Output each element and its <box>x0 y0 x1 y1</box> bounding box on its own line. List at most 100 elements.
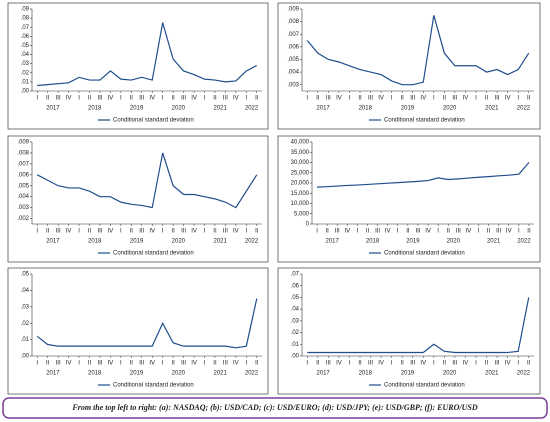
x-tick-label: IV <box>463 96 469 102</box>
y-tick-label: .05 <box>21 272 30 278</box>
x-tick-label: II <box>88 96 92 102</box>
x-tick-label: IV <box>108 361 114 367</box>
year-label: 2020 <box>443 371 457 377</box>
x-tick-label: IV <box>466 229 472 235</box>
x-tick-label: III <box>97 96 102 102</box>
y-tick-label: 0 <box>306 222 310 228</box>
x-tick-label: I <box>78 229 80 235</box>
x-tick-label: III <box>139 229 144 235</box>
x-tick-label: III <box>139 361 144 367</box>
x-tick-label: II <box>325 229 329 235</box>
x-tick-label: II <box>316 361 320 367</box>
x-tick-label: III <box>495 361 500 367</box>
x-tick-label: I <box>316 229 318 235</box>
year-label: 2017 <box>46 239 60 245</box>
x-tick-label: II <box>46 96 50 102</box>
year-label: 2019 <box>401 106 415 112</box>
x-tick-label: IV <box>191 229 197 235</box>
x-tick-label: IV <box>191 361 197 367</box>
y-tick-label: .05 <box>291 295 300 301</box>
panel-frame <box>277 267 541 395</box>
x-tick-label: III <box>415 229 420 235</box>
year-label: 2017 <box>316 371 330 377</box>
x-tick-label: II <box>130 96 134 102</box>
y-tick-label: .005 <box>17 183 29 189</box>
year-label: 2021 <box>214 106 228 112</box>
y-tick-label: .008 <box>287 19 299 25</box>
x-tick-label: II <box>46 229 50 235</box>
year-label: 2022 <box>245 239 259 245</box>
y-tick-label: .009 <box>287 7 299 13</box>
x-tick-label: II <box>213 96 217 102</box>
y-tick-label: .007 <box>287 32 299 38</box>
year-label: 2018 <box>88 239 102 245</box>
x-tick-label: I <box>245 96 247 102</box>
x-tick-label: IV <box>336 361 342 367</box>
data-line <box>306 15 530 86</box>
data-line <box>36 298 258 349</box>
legend-label: Conditional standard deviation <box>113 383 194 389</box>
y-tick-label: .008 <box>17 151 29 157</box>
x-tick-label: II <box>171 361 175 367</box>
x-tick-label: IV <box>385 229 391 235</box>
y-tick-label: .007 <box>17 161 29 167</box>
x-tick-label: III <box>496 229 501 235</box>
x-tick-label: IV <box>149 229 155 235</box>
year-label: 2019 <box>130 371 144 377</box>
panel-frame <box>7 135 269 263</box>
x-tick-label: I <box>78 361 80 367</box>
x-tick-label: III <box>452 361 457 367</box>
data-line <box>37 22 258 87</box>
year-label: 2019 <box>130 106 144 112</box>
x-tick-label: II <box>171 229 175 235</box>
x-tick-label: II <box>255 96 259 102</box>
x-tick-label: III <box>56 96 61 102</box>
x-tick-label: I <box>475 361 477 367</box>
panel-frame <box>277 2 541 130</box>
y-tick-label: .06 <box>291 283 300 289</box>
year-label: 2019 <box>401 371 415 377</box>
x-tick-label: I <box>391 361 393 367</box>
x-tick-label: II <box>88 361 92 367</box>
y-tick-label: .02 <box>291 330 300 336</box>
year-label: 2022 <box>517 239 531 245</box>
x-tick-label: I <box>357 229 359 235</box>
year-label: 2017 <box>316 106 330 112</box>
x-tick-label: II <box>213 229 217 235</box>
y-tick-label: .01 <box>21 79 30 85</box>
x-tick-label: IV <box>233 361 239 367</box>
x-tick-label: III <box>223 229 228 235</box>
x-tick-label: I <box>36 96 38 102</box>
y-tick-label: .02 <box>21 321 30 327</box>
y-tick-label: .03 <box>21 61 30 67</box>
x-tick-label: III <box>56 361 61 367</box>
x-tick-label: IV <box>505 96 511 102</box>
x-tick-label: IV <box>463 361 469 367</box>
x-tick-label: I <box>120 96 122 102</box>
x-tick-label: I <box>204 96 206 102</box>
x-tick-label: IV <box>505 361 511 367</box>
y-tick-label: .009 <box>17 140 29 146</box>
year-label: 2020 <box>443 106 457 112</box>
y-tick-label: .09 <box>21 7 30 13</box>
x-tick-label: III <box>56 229 61 235</box>
x-tick-label: II <box>485 96 489 102</box>
year-label: 2018 <box>88 106 102 112</box>
x-tick-label: I <box>478 229 480 235</box>
x-tick-label: III <box>375 229 380 235</box>
year-label: 2017 <box>46 106 60 112</box>
x-tick-label: II <box>88 229 92 235</box>
year-label: 2018 <box>359 106 373 112</box>
x-tick-label: II <box>485 361 489 367</box>
x-tick-label: I <box>433 96 435 102</box>
y-tick-label: 35,000 <box>291 150 310 156</box>
legend-label: Conditional standard deviation <box>384 251 465 257</box>
y-tick-label: 5,000 <box>294 211 310 217</box>
legend-label: Conditional standard deviation <box>384 383 465 389</box>
y-tick-label: 40,000 <box>291 140 310 146</box>
x-tick-label: III <box>181 361 186 367</box>
x-tick-label: III <box>368 361 373 367</box>
x-tick-label: I <box>204 361 206 367</box>
year-label: 2018 <box>88 371 102 377</box>
x-tick-label: I <box>245 361 247 367</box>
